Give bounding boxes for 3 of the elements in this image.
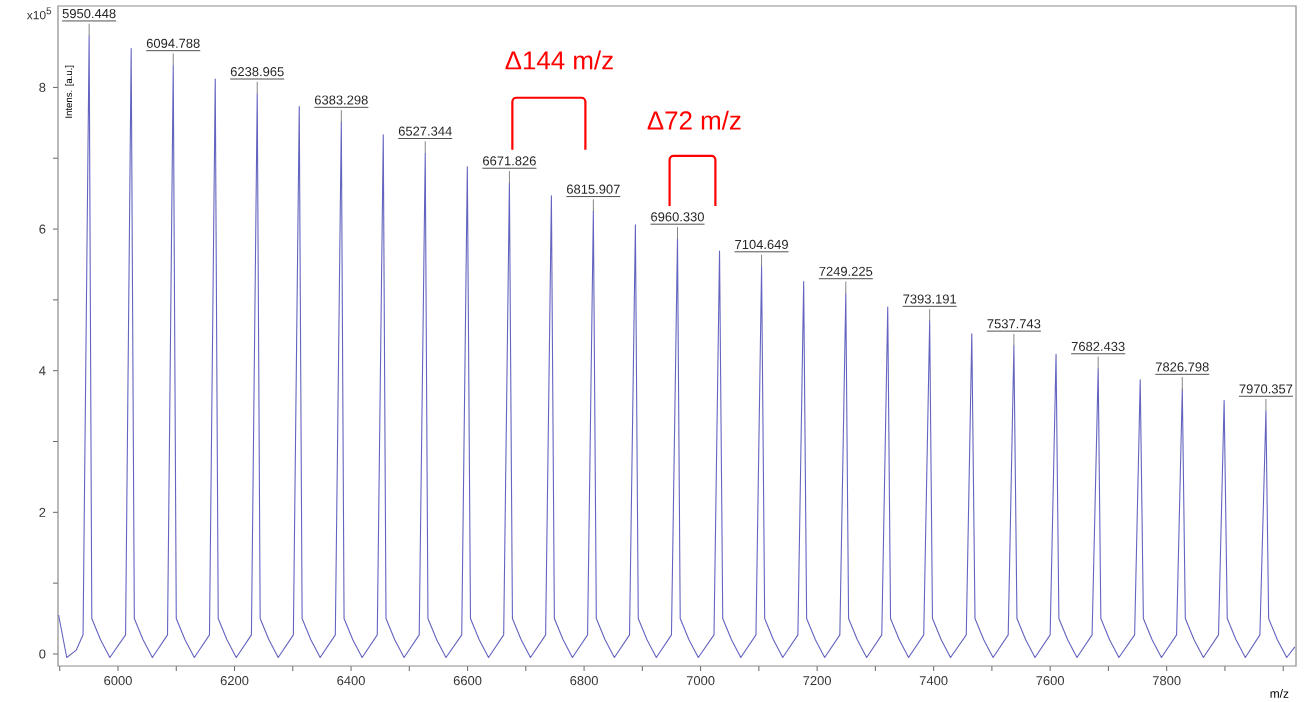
annotation: Δ144 m/z xyxy=(505,50,613,70)
annotation: Δ72 m/z xyxy=(647,110,741,130)
line-series xyxy=(58,35,1296,659)
